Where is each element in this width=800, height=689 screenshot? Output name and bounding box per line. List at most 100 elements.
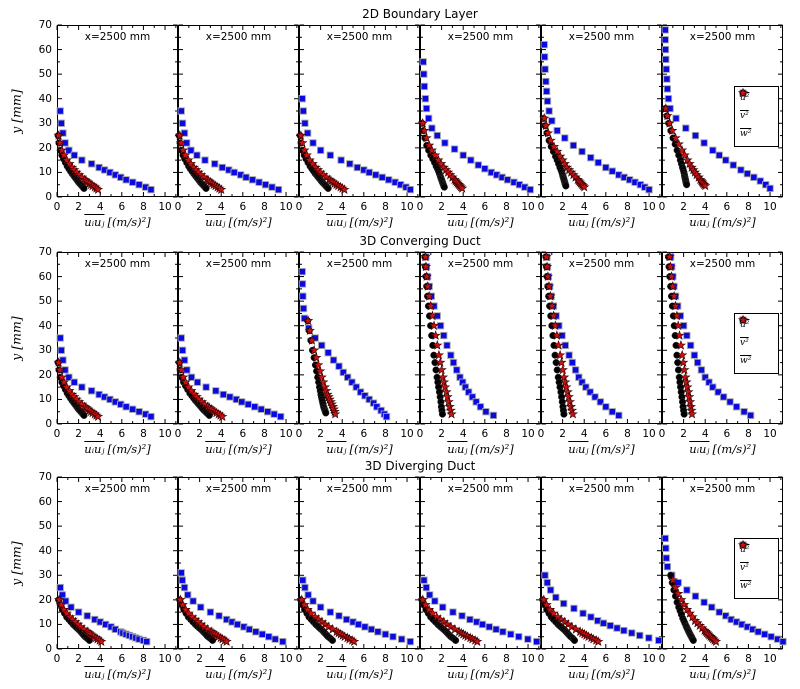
data-point-u2-square [526,185,534,194]
data-point-w2-star [546,300,558,311]
data-point-v2-circle [328,636,337,644]
data-point-w2-star [670,582,681,592]
data-point-u2-square [683,586,691,594]
data-point-u2-square [244,400,252,408]
data-point-u2-square [56,334,64,342]
data-point-u2-square [324,349,332,357]
data-point-u2-square [645,634,653,642]
data-point-w2-star [183,154,194,165]
data-point-u2-square [701,373,709,381]
data-point-u2-square [74,608,83,616]
data-point-u2-square [187,146,195,154]
data-point-v2-circle [440,183,448,191]
data-point-u2-square [365,395,373,404]
data-point-u2-square [70,378,78,386]
y-tick-label: 30 [38,344,52,357]
x-axis-label-overline: uᵢuⱼ [84,442,105,456]
data-point-u2-square [177,334,185,342]
legend-label: v² [740,111,749,121]
data-point-u2-square [299,292,307,300]
data-point-u2-square [251,403,259,411]
data-point-u2-square [193,151,201,159]
data-point-u2-square [591,393,599,401]
data-point-w2-star [180,376,191,387]
x-tick-label: 6 [360,201,368,213]
data-point-u2-square [482,408,490,416]
data-point-w2-star [566,621,577,632]
data-point-w2-star [670,132,681,143]
data-point-u2-square [303,129,312,137]
data-point-w2-star [296,594,307,605]
data-point-u2-square [128,178,137,186]
y-tick-label: 70 [38,471,52,483]
x-tick-label: 0 [658,428,666,440]
x-axis-label-overline: uᵢuⱼ [568,442,589,456]
data-point-w2-star [557,364,568,375]
data-point-v2-circle [689,636,697,644]
x-tick-label: 4 [338,428,346,440]
subplot-row2-col5: x=2500 mm 0 2 4 6 8 10 uᵢuⱼ [(m/s)²] [538,251,662,464]
data-point-w2-star [174,130,185,140]
x-axis-label-units: [(m/s)²] [591,667,635,681]
data-point-w2-star [420,261,432,272]
data-point-u2-square [492,625,500,633]
x-tick-label: 0 [295,653,303,665]
x-tick-label: 8 [503,201,510,213]
data-point-w2-star [660,103,671,113]
data-point-w2-star [550,320,561,331]
data-point-u2-square [245,625,253,633]
data-point-u2-square [230,168,238,177]
data-point-u2-square [582,383,590,391]
x-tick-label: 4 [580,428,588,440]
x-axis-label-overline: uᵢuⱼ [447,442,468,456]
x-axis-label-overline: uᵢuⱼ [326,667,347,681]
x-axis-label-units: [(m/s)²] [470,667,514,681]
x-tick-label: 0 [53,201,61,213]
x-tick-label: 10 [521,428,535,440]
x-tick-label: 0 [658,201,666,213]
data-point-u2-square [700,139,708,147]
data-point-u2-square [397,635,406,643]
y-tick-label: 30 [38,569,52,582]
data-point-u2-square [135,408,143,416]
subplot-row1-col2: x=2500 mm 0 2 4 6 8 10 uᵢuⱼ [(m/s)²] [174,24,299,237]
data-point-u2-square [178,346,187,354]
data-point-w2-star [541,251,552,262]
data-point-u2-square [183,366,191,374]
data-point-u2-square [663,75,671,83]
x-tick-label: 2 [75,201,82,213]
subplot-row3-col3: x=2500 mm 0 2 4 6 8 10 uᵢuⱼ [(m/s)²] [295,476,420,689]
data-point-w2-star [306,335,318,345]
data-point-w2-star [421,132,432,143]
data-point-u2-square [57,119,65,127]
x-tick-label: 4 [338,201,346,213]
data-point-u2-square [424,114,433,123]
data-point-u2-square [57,346,65,354]
data-point-u2-square [750,173,758,181]
data-point-w2-star [665,261,676,272]
data-point-w2-star [684,158,695,169]
data-point-u2-square [606,622,614,630]
data-point-w2-star [420,599,431,610]
data-point-u2-square [56,107,64,115]
data-point-u2-square [135,181,143,189]
data-point-u2-square [143,637,151,646]
data-point-w2-star [441,386,452,397]
data-point-u2-square [533,637,541,646]
y-tick-label: 20 [38,141,52,154]
x-tick-label: 0 [53,653,61,665]
data-point-u2-square [743,170,752,178]
data-point-w2-star [557,154,568,165]
data-point-u2-square [599,619,608,627]
plot-area [660,24,783,198]
data-point-u2-square [499,628,507,636]
panel-annotation: x=2500 mm [568,483,635,495]
data-point-u2-square [613,624,621,632]
data-point-u2-square [373,403,381,411]
data-point-u2-square [233,620,242,629]
data-point-w2-star [700,180,711,191]
x-tick-label: 10 [642,428,656,440]
plot-area [661,476,787,650]
y-tick-label: 20 [38,368,52,381]
data-point-w2-star [428,320,440,331]
